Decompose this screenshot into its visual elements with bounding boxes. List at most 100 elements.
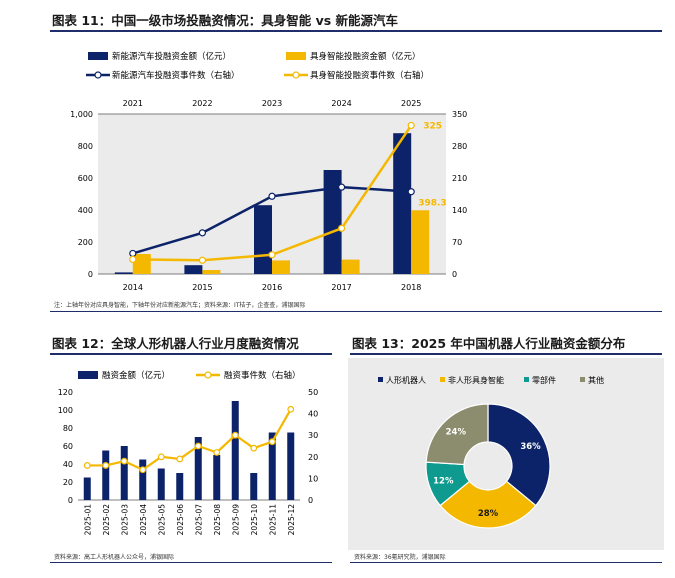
ei-amount-bar <box>272 260 290 274</box>
right-axis-tick-label: 70 <box>452 238 462 247</box>
ei-count-point <box>268 251 276 259</box>
bottom-axis-tick-label: 2016 <box>262 283 282 292</box>
nev-count-point <box>407 188 415 196</box>
legend-ei-amount: 具身智能投融资金额（亿元） <box>310 51 421 62</box>
legend-label: 人形机器人 <box>386 375 426 385</box>
right-axis-tick-label: 20 <box>308 453 318 462</box>
figure-13-legend: 人形机器人 非人形具身智能 零部件 其他 <box>378 375 604 385</box>
pie-slice <box>425 403 489 466</box>
figure-13-chart: 人形机器人 非人形具身智能 零部件 其他 36% 28% 12% 24% <box>348 358 664 550</box>
count-point <box>120 457 128 465</box>
legend-swatch <box>580 377 585 382</box>
count-line <box>87 408 292 472</box>
x-axis-tick-label: 2025-01 <box>83 504 92 536</box>
figure-13-bottom-rule <box>350 562 662 563</box>
amount-bar <box>83 477 91 500</box>
nev-amount-bar <box>114 272 133 274</box>
ei-amount-data-label: 398.3 <box>418 198 446 208</box>
ei-amount-bar <box>341 259 360 274</box>
nev-amount-bar <box>393 133 412 274</box>
top-axis-tick-label: 2021 <box>123 99 143 108</box>
count-point <box>139 466 147 474</box>
amount-bar <box>231 401 239 500</box>
amount-bar <box>176 473 184 500</box>
left-axis-tick-label: 600 <box>78 174 93 183</box>
amount-bar <box>250 473 258 500</box>
legend-count: 融资事件数（右轴） <box>224 370 301 381</box>
legend-nev-count-marker <box>94 71 102 79</box>
left-axis-tick-label: 80 <box>63 424 73 433</box>
x-axis-tick-label: 2025-07 <box>194 504 203 536</box>
right-axis-tick-label: 10 <box>308 474 318 483</box>
count-point <box>268 438 276 446</box>
pie-slice <box>439 480 537 529</box>
ei-amount-bar <box>202 270 221 274</box>
figure-12-rule <box>50 353 332 355</box>
top-axis-tick-label: 2023 <box>262 99 282 108</box>
left-axis-tick-label: 60 <box>63 442 73 451</box>
pie-slice <box>487 403 551 507</box>
right-axis-tick-label: 40 <box>308 410 318 419</box>
count-point <box>213 449 221 456</box>
legend-ei-count-marker <box>292 71 300 79</box>
right-axis-tick-label: 280 <box>452 142 467 151</box>
nev-count-point <box>268 192 276 200</box>
right-axis-tick-label: 350 <box>452 110 467 119</box>
legend-swatch <box>440 377 445 382</box>
x-axis-tick-label: 2025-09 <box>231 504 240 536</box>
count-point <box>157 453 165 461</box>
figure-12-note: 资料来源：高工人形机器人公众号，浦银国际 <box>54 554 175 561</box>
amount-bar <box>268 432 276 500</box>
x-axis-tick-label: 2025-08 <box>213 504 222 536</box>
x-axis-tick-label: 2025-05 <box>157 504 166 536</box>
figure-12-title: 图表 12：全球人形机器人行业月度融资情况 <box>52 336 299 351</box>
right-axis-tick-label: 50 <box>308 388 318 397</box>
top-axis-tick-label: 2022 <box>192 99 212 108</box>
ei-count-point <box>198 256 206 264</box>
count-point <box>194 442 202 450</box>
pie-slice-label: 36% <box>520 442 541 452</box>
legend-amount: 融资金额（亿元） <box>102 370 170 381</box>
left-axis-tick-label: 100 <box>58 406 73 415</box>
legend-ei-amount-swatch <box>286 52 306 60</box>
nev-amount-bar <box>184 265 203 274</box>
figure-12-bottom-rule <box>50 562 332 563</box>
left-axis-tick-label: 200 <box>78 238 93 247</box>
legend-amount-swatch <box>78 371 98 379</box>
pie-slice-label: 24% <box>446 428 467 438</box>
bottom-axis-tick-label: 2014 <box>123 283 143 292</box>
x-axis-tick-label: 2025-06 <box>176 504 185 536</box>
count-point <box>250 444 258 452</box>
count-point <box>102 462 110 469</box>
amount-bar <box>287 432 295 500</box>
legend-nev-count: 新能源汽车投融资事件数（右轴） <box>112 70 240 81</box>
nev-count-point <box>338 183 346 191</box>
legend-count-marker <box>204 371 212 379</box>
legend-nev-amount: 新能源汽车投融资金额（亿元） <box>112 51 231 62</box>
x-axis-tick-label: 2025-10 <box>250 504 259 536</box>
figure-13-rule <box>350 353 662 355</box>
amount-bar <box>157 468 165 500</box>
nev-count-point <box>198 229 206 237</box>
figure-11-bottom-rule <box>50 311 662 312</box>
right-axis-tick-label: 0 <box>452 270 457 279</box>
ei-count-point <box>338 224 346 232</box>
left-axis-tick-label: 0 <box>88 270 93 279</box>
legend-swatch <box>524 377 529 382</box>
ei-amount-bar <box>411 210 430 274</box>
count-point <box>231 431 239 439</box>
left-axis-tick-label: 120 <box>58 388 73 397</box>
figure-11-rule <box>50 30 662 32</box>
x-axis-tick-label: 2025-03 <box>120 504 129 536</box>
right-axis-tick-label: 30 <box>308 431 318 440</box>
ei-count-point <box>407 121 415 130</box>
left-axis-tick-label: 800 <box>78 142 93 151</box>
x-axis-tick-label: 2025-11 <box>268 504 277 536</box>
right-axis-tick-label: 0 <box>308 496 313 505</box>
left-axis-tick-label: 20 <box>63 478 73 487</box>
legend-label: 零部件 <box>532 375 556 385</box>
legend-label: 其他 <box>588 375 604 385</box>
figure-11-title: 图表 11：中国一级市场投融资情况：具身智能 vs 新能源汽车 <box>52 13 399 28</box>
left-axis-tick-label: 0 <box>68 496 73 505</box>
x-axis-tick-label: 2025-12 <box>287 504 296 536</box>
